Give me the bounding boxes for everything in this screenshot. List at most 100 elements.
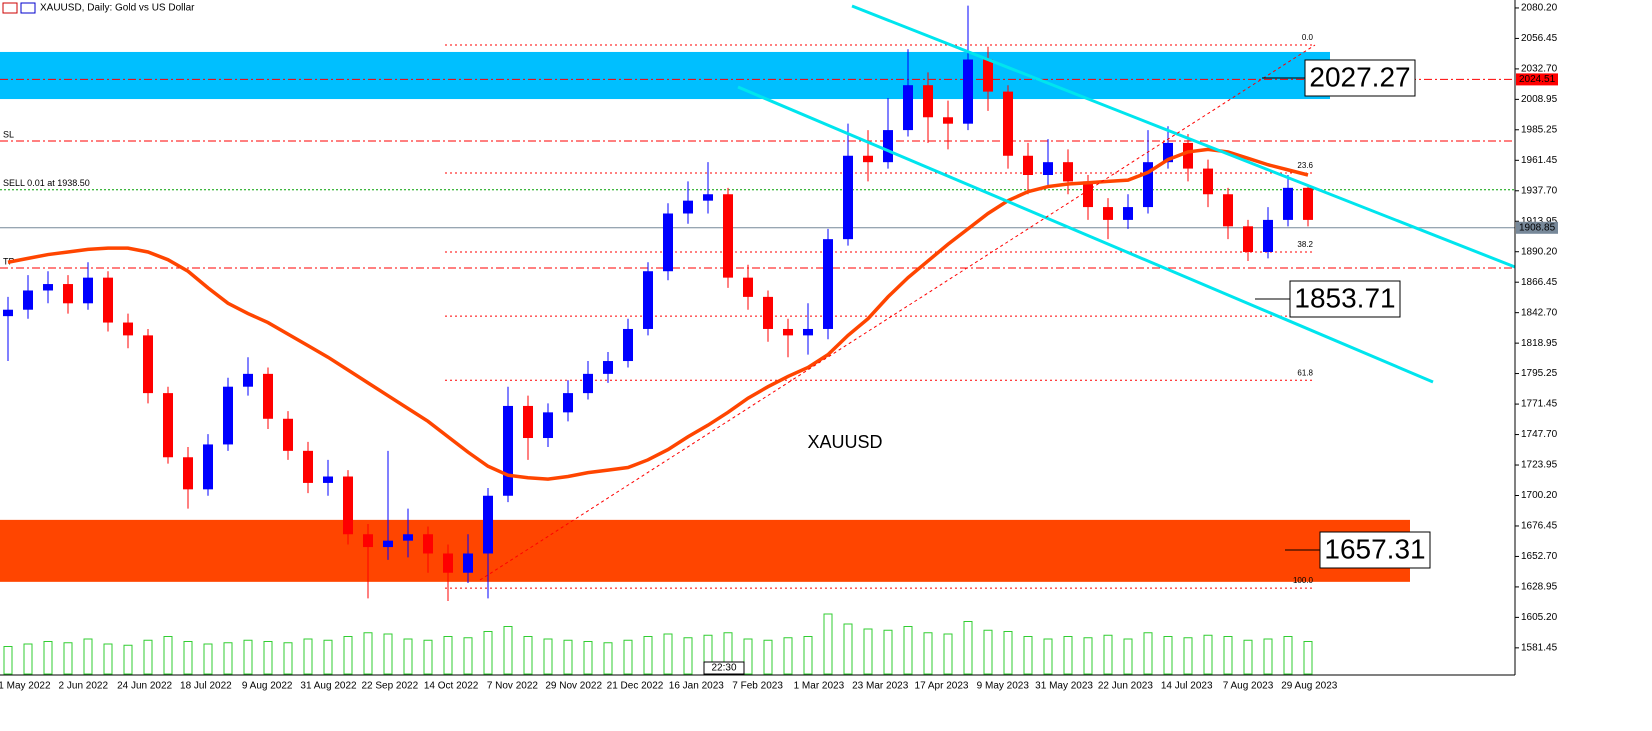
chart-title: XAUUSD, Daily: Gold vs US Dollar [40,3,195,14]
x-tick-label: 7 Nov 2022 [487,681,539,692]
candle-body [243,373,253,387]
volume-bar [523,636,533,675]
annotation-box [1319,531,1431,569]
channel-line [851,4,1516,269]
volume-bar [303,638,313,675]
icon [20,2,36,14]
candle-body [443,553,453,573]
volume-bar [1063,636,1073,675]
y-tick-label: 2080.20 [1521,3,1558,14]
candle-body [1043,162,1053,176]
time-box [703,661,745,675]
candle-body [1103,207,1113,220]
candle-body [583,373,593,394]
volume-bar [1283,636,1293,675]
candle-body [1243,226,1253,252]
candle-body [1083,181,1093,208]
x-tick-label: 29 Nov 2022 [545,681,602,692]
volume-bar [803,636,813,675]
candle-body [823,239,833,329]
candle-body [903,85,913,131]
candle-body [1163,142,1173,163]
fib-label: 61.8 [1297,368,1313,377]
x-tick-label: 24 Jun 2022 [117,681,172,692]
y-tick-label: 1913.95 [1521,216,1558,227]
fib-label: 38.2 [1297,240,1313,249]
zone [0,519,1410,582]
volume-bar [263,641,273,675]
y-tick-label: 1890.20 [1521,246,1558,257]
candle-body [643,271,653,329]
volume-bar [63,642,73,675]
candle-body [1123,207,1133,220]
candle-body [23,290,33,310]
time-label: 22:30 [711,663,736,674]
volume-bar [183,641,193,675]
x-tick-label: 9 Aug 2022 [242,681,293,692]
candle-body [1203,168,1213,195]
volume-bar [863,628,873,675]
icon [2,2,18,14]
candle-body [863,155,873,163]
volume-bar [883,629,893,675]
volume-bar [603,642,613,675]
x-tick-label: 2 Jun 2022 [59,681,109,692]
candle-body [103,277,113,323]
y-tick-label: 2032.70 [1521,64,1558,75]
volume-bar [843,623,853,675]
symbol-label: XAUUSD [807,432,882,452]
x-tick-label: 31 May 2023 [1035,681,1093,692]
volume-bar [623,639,633,675]
volume-bar [1003,631,1013,675]
x-tick-label: 17 Apr 2023 [915,681,969,692]
candle-body [743,277,753,297]
volume-bar [1083,637,1093,675]
candle-body [563,393,573,413]
annotation: 1853.71 [1294,282,1395,313]
candle-body [663,213,673,272]
volume-bar [683,637,693,675]
candle-body [1223,194,1233,227]
x-tick-label: 1 Mar 2023 [794,681,845,692]
candle-body [83,277,93,304]
candle-body [763,296,773,329]
volume-bar [163,636,173,675]
price-box [1516,73,1558,86]
volume-bar [1143,632,1153,675]
candle-body [803,328,813,336]
candle-body [983,59,993,92]
x-tick-label: 29 Aug 2023 [1281,681,1338,692]
x-tick-label: 14 Jul 2023 [1161,681,1213,692]
candle-body [623,328,633,362]
x-tick-label: 31 Aug 2022 [300,681,357,692]
candle-body [723,194,733,278]
y-tick-label: 2008.95 [1521,94,1558,105]
volume-bar [1183,637,1193,675]
candle-body [183,457,193,490]
trade-label: SL [3,129,14,139]
x-tick-label: 11 May 2022 [0,681,51,692]
volume-bar [983,629,993,675]
candle-body [363,534,373,548]
candle-body [403,534,413,541]
candle-body [923,85,933,118]
x-tick-label: 22 Jun 2023 [1098,681,1153,692]
x-tick-label: 22 Sep 2022 [361,681,418,692]
volume-bar [203,643,213,675]
annotation-box [1304,59,1416,97]
candle-body [1023,155,1033,176]
annotation: 2027.27 [1309,61,1410,92]
volume-bar [503,626,513,675]
volume-bar [923,632,933,675]
volume-bar [383,633,393,675]
volume-bar [343,636,353,675]
y-tick-label: 1747.70 [1521,429,1558,440]
volume-bar [423,639,433,675]
y-tick-label: 1652.70 [1521,551,1558,562]
annotation-box [1289,280,1401,318]
x-tick-label: 18 Jul 2022 [180,681,232,692]
y-tick-label: 1605.20 [1521,612,1558,623]
candle-body [1303,187,1313,220]
volume-bar [783,637,793,675]
